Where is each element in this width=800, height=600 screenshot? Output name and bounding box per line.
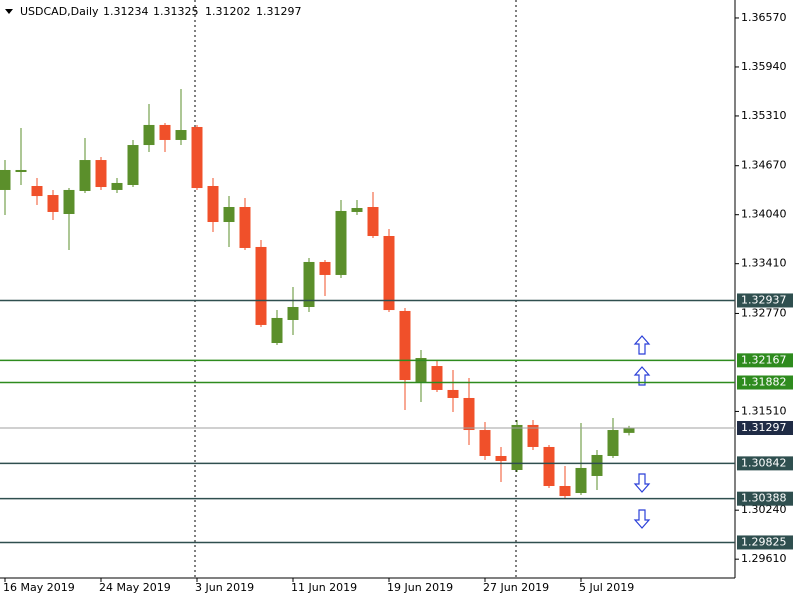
signal-arrows — [633, 335, 651, 529]
symbol-label: USDCAD,Daily — [20, 5, 99, 18]
price-level-box — [737, 293, 793, 308]
candle-body — [351, 208, 363, 212]
candle-body — [95, 160, 107, 188]
price-level-label: 1.32167 — [741, 353, 787, 366]
y-tick-label: 1.33410 — [741, 257, 787, 270]
candle-body — [47, 195, 59, 212]
price-level-label: 1.30388 — [741, 492, 787, 505]
price-level-box — [737, 491, 793, 506]
price-level-label: 1.29825 — [741, 535, 787, 548]
candle-body — [111, 182, 123, 190]
candle-body — [319, 261, 331, 275]
price-level-label: 1.31882 — [741, 376, 787, 389]
candle-body — [271, 317, 283, 344]
candle-body — [207, 186, 219, 223]
candle-body — [335, 210, 347, 275]
x-tick-label: 11 Jun 2019 — [291, 581, 357, 594]
candle-body — [255, 246, 267, 325]
candle-body — [447, 389, 459, 398]
x-tick-label: 16 May 2019 — [3, 581, 75, 594]
candle-body — [463, 397, 475, 431]
x-tick-label: 24 May 2019 — [99, 581, 171, 594]
price-level-label: 1.30842 — [741, 456, 787, 469]
price-level-box — [737, 420, 793, 435]
candle-body — [287, 307, 299, 320]
y-tick-label: 1.32770 — [741, 306, 787, 319]
candle-body — [367, 207, 379, 237]
price-level-box — [737, 456, 793, 471]
candle-body — [63, 189, 75, 214]
candle-body — [543, 446, 555, 487]
candle-body — [79, 160, 91, 191]
candle-body — [15, 169, 27, 173]
candle-body — [0, 169, 11, 190]
x-tick-label: 27 Jun 2019 — [483, 581, 549, 594]
y-tick-label: 1.29610 — [741, 552, 787, 565]
x-tick-label: 3 Jun 2019 — [195, 581, 254, 594]
price-level-label: 1.31297 — [741, 421, 787, 434]
candle-body — [479, 430, 491, 456]
candle-body — [127, 145, 139, 185]
price-level-label: 1.32937 — [741, 293, 787, 306]
candle-body — [607, 430, 619, 456]
candle-body — [191, 126, 203, 189]
up-arrow — [633, 335, 651, 355]
price-level-box — [737, 375, 793, 390]
y-tick-label: 1.36570 — [741, 11, 787, 24]
y-tick-label: 1.34040 — [741, 208, 787, 221]
candle-body — [559, 486, 571, 497]
candle-body — [415, 358, 427, 382]
candle-body — [383, 236, 395, 311]
y-tick-label: 1.30240 — [741, 503, 787, 516]
menu-triangle[interactable] — [5, 9, 13, 14]
candle-body — [511, 424, 523, 470]
y-tick-label: 1.34670 — [741, 159, 787, 172]
x-tick-label: 19 Jun 2019 — [387, 581, 453, 594]
candle-body — [303, 261, 315, 308]
low-value: 1.31202 — [205, 5, 251, 18]
y-tick-label: 1.31510 — [741, 404, 787, 417]
open-value: 1.31234 — [103, 5, 149, 18]
candle-body — [527, 424, 539, 447]
down-arrow — [633, 509, 651, 529]
candle-body — [159, 124, 171, 140]
price-level-box — [737, 535, 793, 550]
down-arrow — [633, 473, 651, 493]
candle-body — [399, 310, 411, 381]
candle-body — [31, 186, 43, 197]
close-value: 1.31297 — [256, 5, 302, 18]
candle-body — [495, 455, 507, 461]
candle-body — [143, 124, 155, 146]
y-tick-label: 1.35310 — [741, 109, 787, 122]
candle-body — [591, 454, 603, 476]
candle-body — [223, 207, 235, 223]
x-tick-label: 5 Jul 2019 — [579, 581, 634, 594]
high-value: 1.31325 — [153, 5, 199, 18]
candle-body — [575, 467, 587, 494]
price-level-box — [737, 353, 793, 368]
candle-body — [623, 427, 635, 433]
candle-body — [239, 207, 251, 248]
up-arrow — [633, 366, 651, 386]
candle-body — [175, 130, 187, 140]
candle-body — [431, 366, 443, 390]
y-tick-label: 1.35940 — [741, 60, 787, 73]
